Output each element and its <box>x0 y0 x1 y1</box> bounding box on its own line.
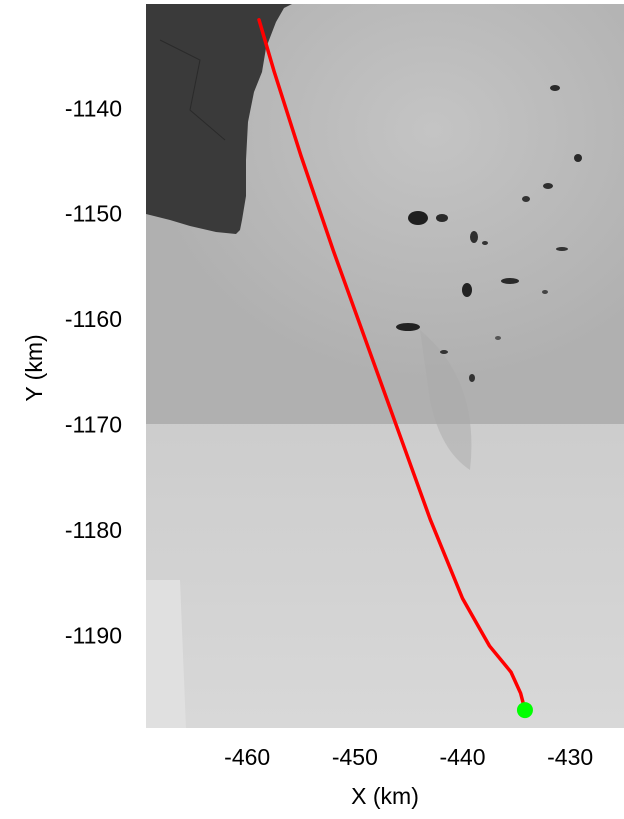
series-layer <box>257 18 527 712</box>
y-axis-label: Y (km) <box>21 334 47 401</box>
y-tick-label-0: -1140 <box>65 95 122 121</box>
x-tick-labels: -460 -450 -440 -430 <box>224 744 593 770</box>
satellite-image <box>146 4 624 728</box>
end-point-marker-0 <box>516 702 533 719</box>
y-tick-label-4: -1180 <box>65 517 122 543</box>
trajectory-line-0 <box>257 18 527 712</box>
y-tick-label-3: -1170 <box>65 411 122 437</box>
y-tick-label-5: -1190 <box>65 622 122 648</box>
y-tick-label-2: -1160 <box>65 306 122 332</box>
x-tick-label-3: -430 <box>547 744 593 770</box>
y-tick-label-1: -1150 <box>65 201 122 227</box>
x-axis-label: X (km) <box>351 783 419 809</box>
x-tick-label-1: -450 <box>332 744 378 770</box>
marker-layer <box>516 702 533 719</box>
open-water-region <box>146 4 292 234</box>
x-tick-label-2: -440 <box>439 744 485 770</box>
x-tick-label-0: -460 <box>224 744 270 770</box>
y-tick-labels: -1140 -1150 -1160 -1170 -1180 -1190 <box>65 95 122 648</box>
